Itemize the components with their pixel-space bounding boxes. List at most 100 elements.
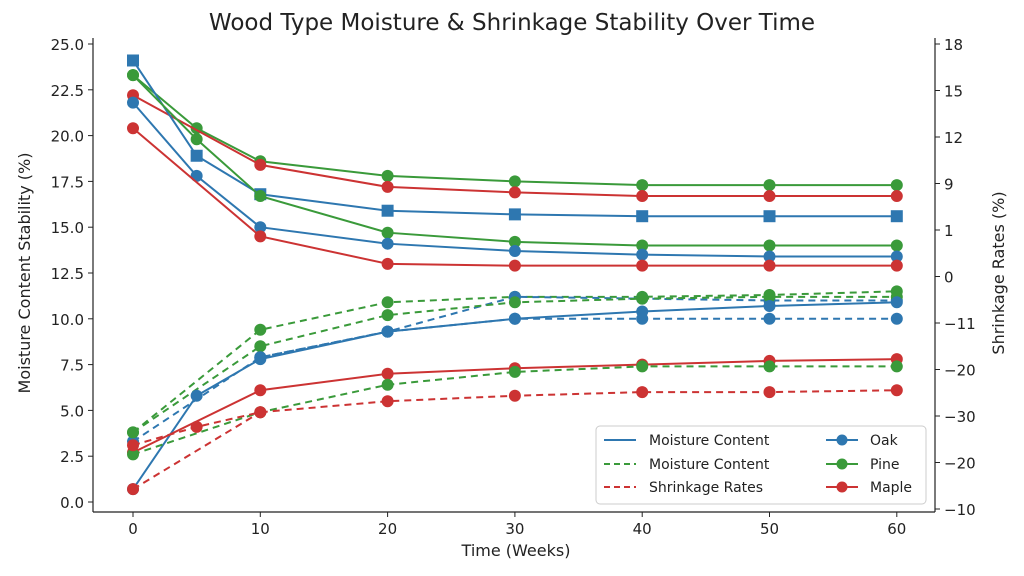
data-point <box>890 190 903 203</box>
y-right-tick-label: −20 <box>944 455 976 473</box>
series-pine <box>127 290 903 439</box>
data-point <box>890 384 903 397</box>
legend-label-pine: Pine <box>870 457 900 473</box>
data-point <box>890 312 903 325</box>
data-point <box>763 190 776 203</box>
data-point <box>508 365 521 378</box>
data-point <box>381 367 394 380</box>
data-point <box>127 426 139 439</box>
data-point <box>763 360 776 373</box>
y-tick-label: 12.5 <box>51 265 84 283</box>
data-point <box>763 210 776 223</box>
data-point <box>636 259 649 272</box>
y-tick-label: 2.5 <box>60 448 84 466</box>
data-point <box>508 296 521 309</box>
series-group <box>127 54 903 496</box>
data-point <box>636 210 649 223</box>
data-point <box>381 204 394 217</box>
data-point <box>381 180 394 193</box>
data-point <box>763 239 776 252</box>
y-tick-label: 22.5 <box>51 82 84 100</box>
data-point <box>254 221 267 234</box>
chart-title: Wood Type Moisture & Shrinkage Stability… <box>209 10 815 36</box>
data-point <box>254 406 267 419</box>
data-point <box>127 69 139 82</box>
y-tick-label: 5.0 <box>60 402 84 420</box>
data-point <box>127 54 139 67</box>
y-tick-label: 25.0 <box>51 36 84 54</box>
y-right-tick-label: −10 <box>944 501 976 519</box>
data-point <box>890 179 903 192</box>
legend-marker-pine <box>836 458 848 470</box>
data-point <box>190 420 203 433</box>
series-line <box>132 389 897 447</box>
data-point <box>636 292 649 305</box>
data-point <box>254 384 267 397</box>
data-point <box>381 237 394 250</box>
data-point <box>636 239 649 252</box>
series-line <box>260 317 897 359</box>
y-right-tick-label: −20 <box>944 362 976 380</box>
y-right-tick-label: 18 <box>944 36 963 54</box>
data-point <box>890 259 903 272</box>
data-point <box>190 169 203 182</box>
y-tick-label: 10.0 <box>51 311 84 329</box>
data-point <box>381 226 394 239</box>
y-right-axis-label: Shrinkage Rates (%) <box>989 191 1008 354</box>
series-line <box>132 74 897 187</box>
legend-label: Moisture Content <box>649 457 770 473</box>
data-point <box>254 190 267 203</box>
data-point <box>763 312 776 325</box>
y-right-tick-label: 1 <box>944 222 954 240</box>
data-point <box>636 190 649 203</box>
data-point <box>763 250 776 263</box>
data-point <box>190 149 203 162</box>
data-point <box>636 179 649 192</box>
data-point <box>381 325 394 338</box>
data-point <box>763 290 776 303</box>
data-point <box>890 210 903 223</box>
x-tick-label: 0 <box>128 520 138 538</box>
data-point <box>127 122 139 135</box>
data-point <box>381 257 394 270</box>
y-right-tick-label: 9 <box>944 176 954 194</box>
data-point <box>508 208 521 221</box>
x-axis-label: Time (Weeks) <box>461 541 571 560</box>
data-point <box>381 309 394 322</box>
data-point <box>254 340 267 353</box>
y-tick-label: 7.5 <box>60 357 84 375</box>
y-tick-label: 0.0 <box>60 494 84 512</box>
data-point <box>254 158 267 171</box>
series-pine <box>127 69 903 252</box>
legend-label: Moisture Content <box>649 433 770 449</box>
data-point <box>890 360 903 373</box>
series-maple <box>127 406 267 496</box>
data-point <box>636 360 649 373</box>
data-point <box>636 248 649 261</box>
series-line <box>132 59 897 218</box>
data-point <box>508 186 521 199</box>
data-point <box>190 133 203 146</box>
data-point <box>890 239 903 252</box>
axes: 0 10 20 30 40 50 600.02.55.07.510.012.515.017.… <box>51 36 976 538</box>
data-point <box>127 439 139 452</box>
data-point <box>190 389 203 402</box>
data-point <box>508 175 521 188</box>
y-axis-label: Moisture Content Stability (%) <box>15 153 34 394</box>
legend-label-oak: Oak <box>870 433 899 449</box>
x-tick-label: 30 <box>505 520 524 538</box>
series-line <box>132 74 897 247</box>
data-point <box>381 296 394 309</box>
data-point <box>508 245 521 258</box>
data-point <box>763 259 776 272</box>
data-point <box>127 483 139 496</box>
data-point <box>636 312 649 325</box>
y-right-tick-label: 0 <box>944 269 954 287</box>
data-point <box>127 448 139 461</box>
data-point <box>636 386 649 399</box>
y-right-tick-label: −11 <box>944 315 976 333</box>
series-line <box>132 101 897 258</box>
x-tick-label: 10 <box>251 520 270 538</box>
data-point <box>381 378 394 391</box>
